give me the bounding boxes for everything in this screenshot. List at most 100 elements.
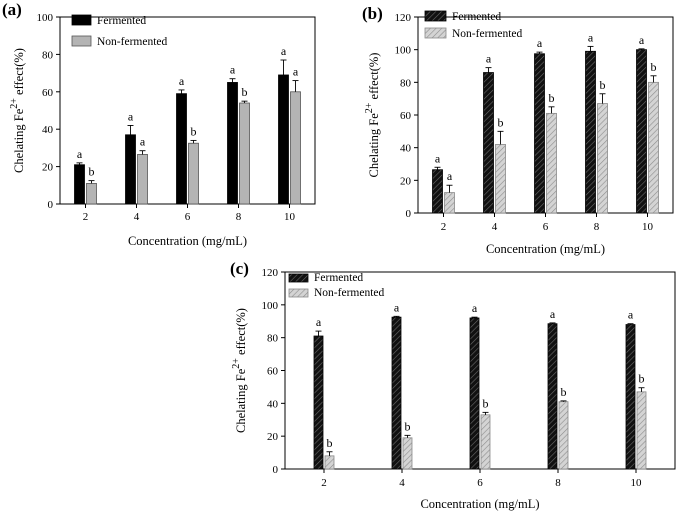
bar-fermented [313, 335, 324, 470]
panel-label: (b) [362, 4, 383, 23]
panel-c: (c) 0 20 40 60 80 100 120 2 a b 4 a b 6 a b 8 a b 10 a b Fermen… [230, 259, 676, 511]
y-axis-label-superscript: 2+ [231, 358, 242, 369]
bar-fermented [176, 93, 187, 205]
y-axis-label-main: Chelating Fe [234, 368, 248, 433]
x-tick-label: 2 [321, 477, 327, 489]
y-tick-label: 40 [400, 143, 412, 155]
significance-label: a [293, 65, 299, 79]
bar-non-fermented [546, 112, 557, 214]
x-tick-label: 2 [441, 221, 447, 233]
panel-label: (a) [2, 0, 22, 19]
y-tick-label: 40 [267, 398, 279, 410]
y-tick-label: 120 [395, 12, 412, 24]
bar-fermented [469, 317, 480, 470]
y-tick-label: 60 [400, 110, 412, 122]
bar-non-fermented [495, 143, 506, 214]
y-tick-label: 20 [400, 175, 412, 187]
y-tick-label: 80 [400, 77, 412, 89]
bar-fermented [74, 164, 85, 205]
legend-swatch-fermented [288, 273, 309, 283]
y-tick-label: 20 [42, 162, 54, 174]
bar-fermented [227, 82, 238, 205]
significance-label: b [242, 85, 248, 99]
legend-label-non-fermented: Non-fermented [97, 36, 167, 48]
y-axis-label: Chelating Fe2+ effect(%) [364, 53, 381, 178]
significance-label: a [628, 308, 634, 322]
bar-non-fermented [137, 154, 148, 205]
significance-label: b [600, 78, 606, 92]
y-axis-label-tail: effect(%) [234, 308, 248, 358]
y-axis-label-superscript: 2+ [364, 102, 375, 113]
bar-fermented [391, 316, 402, 470]
significance-label: a [281, 44, 287, 58]
significance-label: b [483, 396, 489, 410]
significance-label: a [77, 147, 83, 161]
panel-b: (b)0204060801001202aa4ab6ab8ab10abFermen… [362, 4, 674, 256]
significance-label: a [435, 151, 441, 165]
significance-label: b [498, 115, 504, 129]
x-tick-label: 6 [185, 211, 191, 223]
x-tick-label: 8 [594, 221, 600, 233]
legend-swatch-fermented [71, 14, 92, 26]
significance-label: b [191, 124, 197, 138]
x-tick-label: 2 [83, 211, 89, 223]
x-axis-label: Concentration (mg/mL) [128, 234, 247, 248]
significance-label: a [128, 109, 134, 123]
significance-label: b [405, 419, 411, 433]
y-axis-label: Chelating Fe2+ effect(%) [9, 48, 26, 173]
legend-swatch-fermented [424, 10, 447, 22]
plot-frame [284, 271, 676, 470]
significance-label: a [316, 315, 322, 329]
y-tick-label: 100 [262, 300, 279, 312]
bar-non-fermented [324, 455, 335, 470]
x-axis-label: Concentration (mg/mL) [486, 242, 605, 256]
plot-frame [417, 16, 674, 214]
x-tick-label: 4 [492, 221, 498, 233]
significance-label: a [550, 307, 556, 321]
bar-non-fermented [86, 183, 97, 205]
panel-a: (a)0204060801002ab4aa6ab8ab10aaFermented… [2, 0, 316, 248]
y-tick-label: 80 [42, 49, 54, 61]
bar-non-fermented [648, 81, 659, 214]
y-tick-label: 0 [273, 464, 279, 476]
bar-non-fermented [597, 103, 608, 214]
significance-label: a [179, 74, 185, 88]
bar-non-fermented [558, 401, 569, 470]
bar-non-fermented [480, 414, 491, 470]
bar-fermented [278, 74, 289, 205]
significance-label: b [561, 385, 567, 399]
significance-label: a [588, 30, 594, 44]
significance-label: a [447, 169, 453, 183]
x-tick-label: 8 [236, 211, 242, 223]
significance-label: b [549, 91, 555, 105]
significance-label: a [472, 301, 478, 315]
significance-label: a [639, 33, 645, 47]
y-tick-label: 0 [48, 199, 54, 211]
significance-label: a [486, 52, 492, 66]
bar-fermented [636, 49, 647, 214]
x-tick-label: 10 [284, 211, 296, 223]
x-tick-label: 4 [399, 477, 405, 489]
significance-label: b [651, 60, 657, 74]
y-axis-label-main: Chelating Fe [12, 108, 26, 173]
bar-non-fermented [239, 102, 250, 205]
y-tick-label: 0 [406, 208, 412, 220]
significance-label: a [230, 63, 236, 77]
y-tick-label: 60 [267, 366, 279, 378]
y-tick-label: 20 [267, 431, 279, 443]
bar-fermented [125, 134, 136, 205]
significance-label: a [394, 300, 400, 314]
y-axis-label: Chelating Fe2+ effect(%) [231, 308, 248, 433]
bar-non-fermented [636, 391, 647, 470]
bar-fermented [432, 169, 443, 214]
panel-label: (c) [230, 259, 249, 278]
bar-fermented [534, 53, 545, 214]
x-tick-label: 10 [631, 477, 643, 489]
bar-non-fermented [188, 142, 199, 205]
x-tick-label: 10 [642, 221, 654, 233]
y-axis-label-tail: effect(%) [12, 48, 26, 98]
legend-swatch-non-fermented [288, 288, 309, 298]
y-tick-label: 60 [42, 87, 54, 99]
y-tick-label: 100 [395, 45, 412, 57]
